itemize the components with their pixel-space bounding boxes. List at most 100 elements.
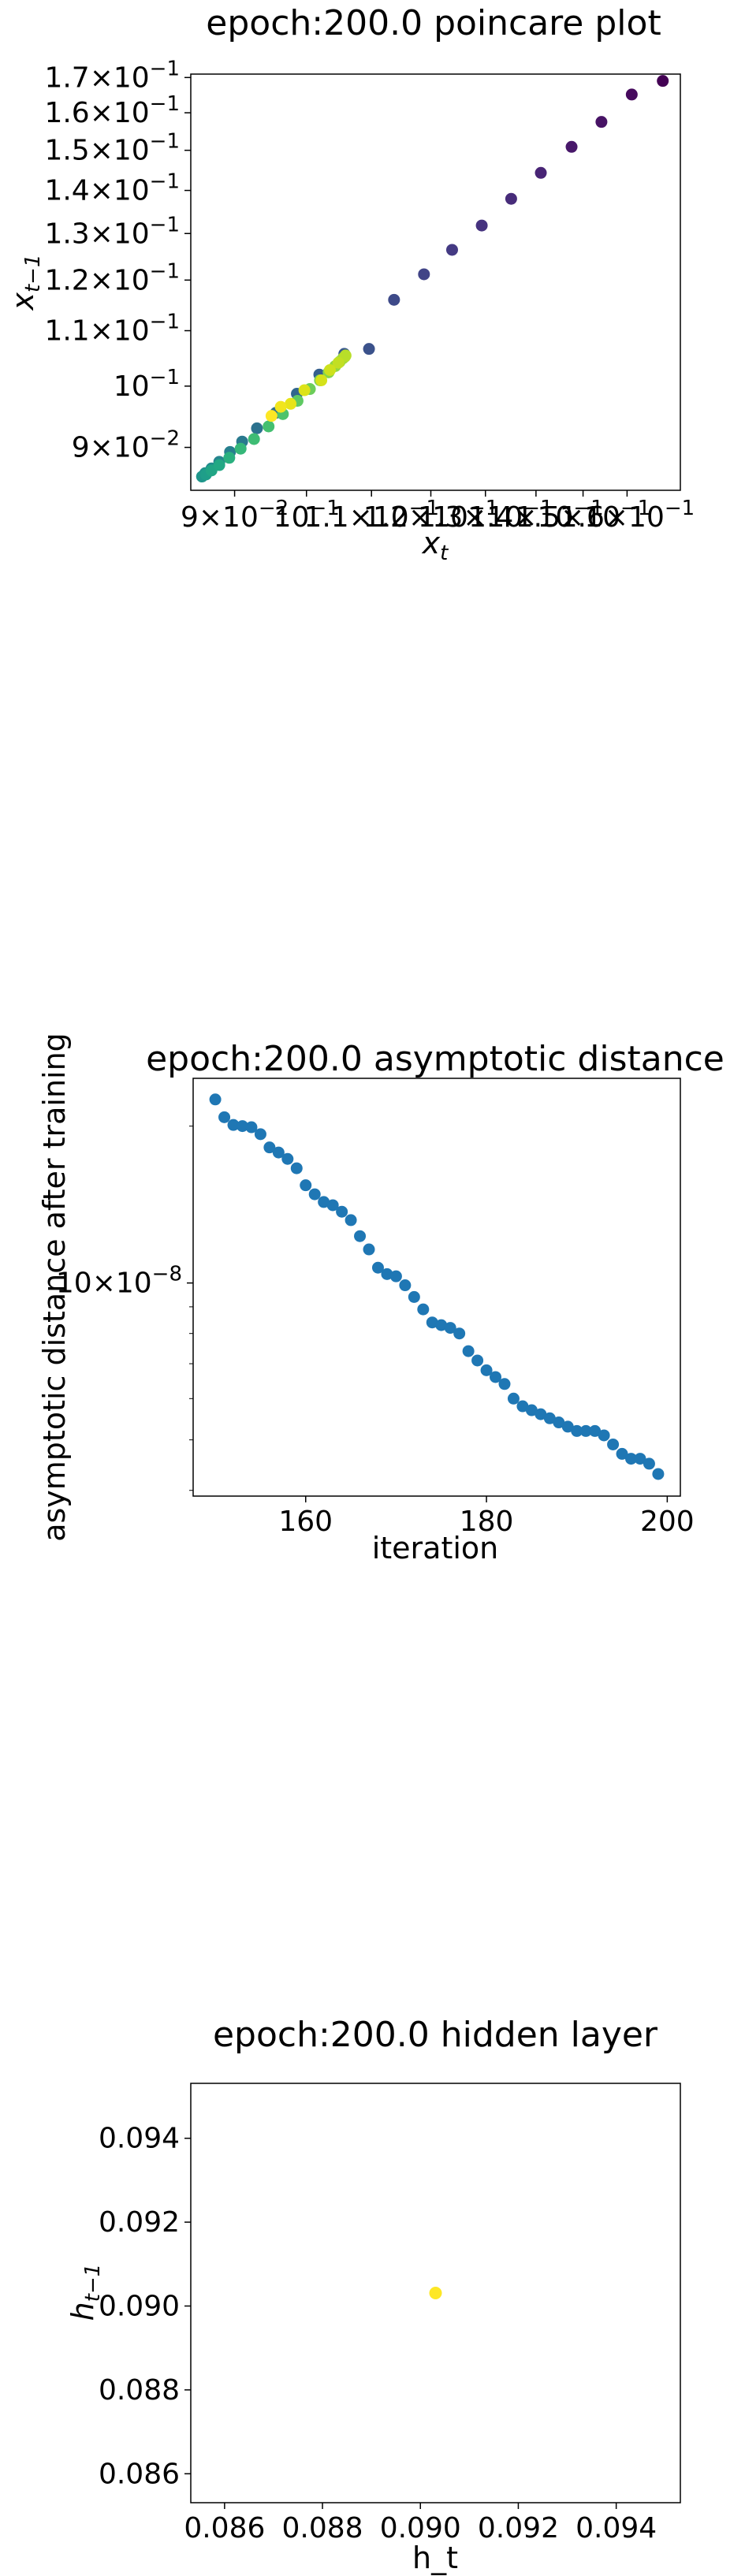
data-point [543, 1412, 556, 1424]
data-point [417, 1303, 430, 1316]
asymptotic-distance-axes-frame [192, 1078, 681, 1497]
data-point [505, 192, 517, 205]
data-point [525, 1404, 538, 1416]
data-point [332, 356, 345, 369]
data-point [561, 1420, 574, 1433]
data-point [315, 374, 328, 386]
data-point [565, 140, 578, 153]
hidden-layer-y-label: ht−1 [65, 2264, 105, 2321]
data-point [453, 1327, 466, 1340]
data-point [607, 1438, 620, 1450]
hidden-layer-title: epoch:200.0 hidden layer [213, 2015, 658, 2055]
data-point [236, 1120, 248, 1133]
poincare-plot-x-ticks: 9×10−210−11.1×10−11.2×10−11.3×10−11.4×10… [181, 490, 695, 534]
data-point [589, 1424, 602, 1437]
data-point [399, 1279, 412, 1292]
data-point [318, 1196, 330, 1208]
poincare-plot: epoch:200.0 poincare plot 9×10−2 10−1 1.1×… [6, 3, 695, 565]
x-tick-label: 1.2×10−1 [363, 497, 499, 534]
asymptotic-distance-title: epoch:200.0 asymptotic distance [146, 1039, 725, 1079]
data-point [281, 1152, 294, 1165]
svg-text:ht−1: ht−1 [65, 2264, 105, 2321]
data-point [426, 1316, 438, 1329]
data-point [553, 1416, 565, 1429]
data-point [634, 1453, 646, 1465]
y-tick-label: 9×10−2 [72, 427, 180, 464]
data-point [223, 452, 236, 464]
hidden-layer-y-ticks: 0.086 0.088 0.090 0.092 0.094 [99, 2123, 191, 2490]
data-point [354, 1230, 367, 1242]
x-tick-label: 0.086 [184, 2512, 265, 2544]
data-point [507, 1392, 520, 1405]
data-point [227, 1119, 240, 1131]
data-point [616, 1447, 628, 1460]
x-tick-label: 0.088 [282, 2512, 363, 2544]
data-point [429, 2287, 442, 2299]
data-point [371, 1261, 384, 1274]
data-point [516, 1400, 529, 1413]
x-tick-label: 160 [278, 1506, 333, 1538]
poincare-plot-y-ticks: 9×10−2 10−1 1.1×10−1 1.2×10−1 1.3×10−1 1.4×10… [44, 57, 191, 464]
y-tick-label: 1.4×10−1 [44, 170, 180, 207]
x-tick-label: 1.3×10−1 [418, 497, 553, 534]
data-point [498, 1378, 511, 1390]
data-point [490, 1371, 502, 1383]
data-point [308, 1188, 321, 1201]
asymptotic-distance-points [209, 1093, 665, 1480]
poincare-plot-points [196, 75, 669, 483]
data-point [248, 433, 260, 445]
data-point [444, 1322, 456, 1335]
data-point [643, 1457, 655, 1470]
data-point [595, 116, 608, 128]
y-tick-label: 1.7×10−1 [44, 57, 180, 94]
hidden-layer-x-label: h_t [412, 2541, 458, 2575]
asymptotic-distance-y-label-text: asymptotic distance after training [37, 1033, 72, 1542]
data-point [245, 1121, 258, 1134]
y-tick-label: 0.088 [99, 2374, 180, 2407]
data-point [363, 343, 375, 356]
data-point [298, 384, 311, 396]
data-point [389, 1270, 402, 1282]
y-tick-label: 0.090 [99, 2290, 180, 2322]
data-point [263, 1141, 276, 1154]
data-point [445, 244, 458, 256]
data-point [300, 1179, 312, 1192]
data-point [571, 1424, 583, 1437]
x-tick-label: 0.094 [576, 2512, 657, 2544]
data-point [657, 75, 669, 87]
data-point [625, 88, 638, 101]
x-tick-label: 1.4×10−1 [468, 497, 604, 534]
data-point [272, 1146, 285, 1159]
data-point [326, 1199, 339, 1212]
y-tick-label: 10×10−8 [56, 1263, 182, 1300]
x-tick-label: 200 [640, 1506, 695, 1538]
asymptotic-distance-y-ticks: 10×10−8 [56, 1126, 193, 1491]
x-tick-label: 1.5×10−1 [516, 497, 651, 534]
y-tick-label: 1.1×10−1 [44, 311, 180, 348]
data-point [435, 1319, 448, 1331]
poincare-plot-title: epoch:200.0 poincare plot [206, 3, 661, 43]
asymptotic-distance-plot: epoch:200.0 asymptotic distance 160 180 20… [37, 1033, 725, 1565]
data-point [251, 422, 263, 434]
data-point [345, 1214, 357, 1227]
data-point [462, 1345, 475, 1357]
data-point [381, 1268, 393, 1280]
y-tick-label: 0.086 [99, 2458, 180, 2490]
y-tick-label: 1.5×10−1 [44, 130, 180, 167]
y-tick-label: 10−1 [114, 366, 180, 403]
data-point [234, 442, 247, 455]
poincare-plot-axes-frame [190, 73, 681, 491]
data-point [471, 1354, 484, 1367]
data-point [324, 363, 337, 376]
x-tick-label: 180 [460, 1506, 514, 1538]
x-tick-label: 0.090 [380, 2512, 461, 2544]
x-tick-label: 10−1 [274, 497, 340, 534]
data-point [290, 1162, 303, 1174]
data-point [363, 1243, 375, 1256]
asymptotic-distance-y-label: asymptotic distance after training [37, 1033, 72, 1542]
data-point [254, 1128, 266, 1141]
poincare-plot-y-label: xt−1 [6, 254, 45, 311]
y-tick-label: 1.3×10−1 [44, 213, 180, 250]
hidden-layer-points [429, 2287, 442, 2299]
